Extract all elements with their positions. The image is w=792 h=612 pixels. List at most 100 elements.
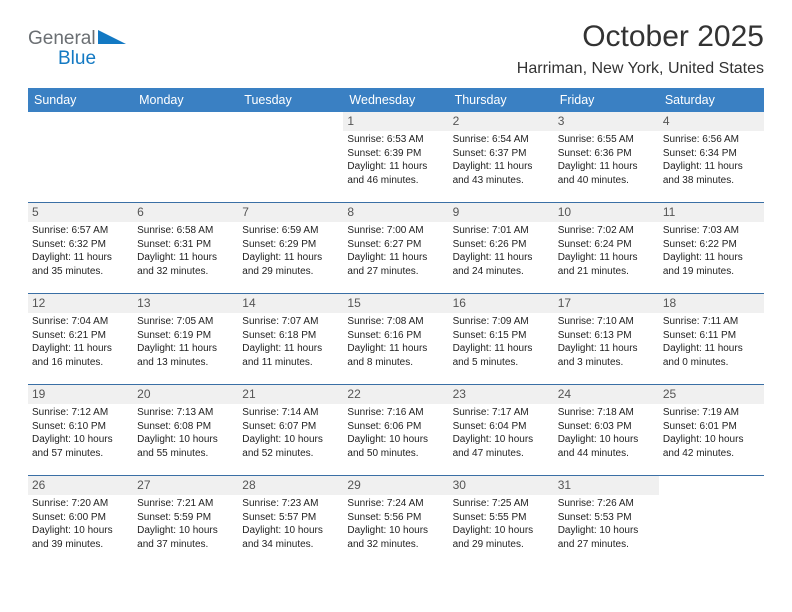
day-detail-line: Sunset: 6:08 PM bbox=[137, 421, 234, 434]
day-number: 24 bbox=[554, 385, 659, 404]
day-detail-line: and 46 minutes. bbox=[347, 175, 444, 188]
day-detail-line: Sunset: 6:06 PM bbox=[347, 421, 444, 434]
day-number: 2 bbox=[449, 112, 554, 131]
day-details: Sunrise: 7:02 AMSunset: 6:24 PMDaylight:… bbox=[558, 225, 655, 278]
calendar-day-cell: 3 Sunrise: 6:55 AMSunset: 6:36 PMDaylight… bbox=[554, 112, 659, 203]
calendar-day-cell: 29Sunrise: 7:24 AMSunset: 5:56 PMDayligh… bbox=[343, 476, 448, 566]
calendar-day-cell: 17Sunrise: 7:10 AMSunset: 6:13 PMDayligh… bbox=[554, 294, 659, 385]
day-detail-line: Daylight: 11 hours bbox=[347, 252, 444, 265]
day-details: Sunrise: 7:05 AMSunset: 6:19 PMDaylight:… bbox=[137, 316, 234, 369]
day-details: Sunrise: 7:08 AMSunset: 6:16 PMDaylight:… bbox=[347, 316, 444, 369]
calendar-page: General Blue October 2025 Harriman, New … bbox=[0, 0, 792, 612]
day-detail-line: Daylight: 10 hours bbox=[32, 434, 129, 447]
day-detail-line: Sunrise: 7:12 AM bbox=[32, 407, 129, 420]
day-detail-line: Daylight: 11 hours bbox=[663, 161, 760, 174]
day-detail-line: Daylight: 10 hours bbox=[558, 434, 655, 447]
day-number: 17 bbox=[554, 294, 659, 313]
day-detail-line: Sunset: 6:22 PM bbox=[663, 239, 760, 252]
day-detail-line: Sunset: 6:07 PM bbox=[242, 421, 339, 434]
calendar-day-cell: 30Sunrise: 7:25 AMSunset: 5:55 PMDayligh… bbox=[449, 476, 554, 566]
day-detail-line: Sunrise: 7:02 AM bbox=[558, 225, 655, 238]
day-number: 19 bbox=[28, 385, 133, 404]
day-detail-line: Sunrise: 7:07 AM bbox=[242, 316, 339, 329]
calendar-day-cell: 12Sunrise: 7:04 AMSunset: 6:21 PMDayligh… bbox=[28, 294, 133, 385]
day-detail-line: Sunrise: 6:59 AM bbox=[242, 225, 339, 238]
day-detail-line: and 5 minutes. bbox=[453, 357, 550, 370]
day-detail-line: Daylight: 10 hours bbox=[558, 525, 655, 538]
day-detail-line: Daylight: 10 hours bbox=[137, 434, 234, 447]
day-detail-line: Daylight: 11 hours bbox=[242, 252, 339, 265]
day-detail-line: Sunset: 6:27 PM bbox=[347, 239, 444, 252]
day-number: 25 bbox=[659, 385, 764, 404]
day-number bbox=[133, 112, 238, 131]
day-detail-line: and 44 minutes. bbox=[558, 448, 655, 461]
day-details: Sunrise: 6:59 AMSunset: 6:29 PMDaylight:… bbox=[242, 225, 339, 278]
day-detail-line: Sunrise: 6:54 AM bbox=[453, 134, 550, 147]
day-details: Sunrise: 7:21 AMSunset: 5:59 PMDaylight:… bbox=[137, 498, 234, 551]
day-detail-line: Daylight: 11 hours bbox=[453, 252, 550, 265]
calendar-header: SundayMondayTuesdayWednesdayThursdayFrid… bbox=[28, 88, 764, 112]
day-detail-line: Sunrise: 6:56 AM bbox=[663, 134, 760, 147]
calendar-week-row: 1 Sunrise: 6:53 AMSunset: 6:39 PMDaylight… bbox=[28, 112, 764, 203]
day-number: 1 bbox=[343, 112, 448, 131]
weekday-header: Friday bbox=[554, 88, 659, 112]
day-detail-line: and 39 minutes. bbox=[32, 539, 129, 552]
generalblue-logo-icon: General Blue bbox=[28, 26, 138, 70]
day-detail-line: Sunrise: 7:25 AM bbox=[453, 498, 550, 511]
day-detail-line: Sunrise: 6:58 AM bbox=[137, 225, 234, 238]
day-detail-line: Sunset: 6:16 PM bbox=[347, 330, 444, 343]
day-details: Sunrise: 7:25 AMSunset: 5:55 PMDaylight:… bbox=[453, 498, 550, 551]
calendar-day-cell bbox=[133, 112, 238, 203]
day-detail-line: Daylight: 10 hours bbox=[32, 525, 129, 538]
day-details: Sunrise: 6:58 AMSunset: 6:31 PMDaylight:… bbox=[137, 225, 234, 278]
location-text: Harriman, New York, United States bbox=[517, 60, 764, 78]
day-detail-line: and 38 minutes. bbox=[663, 175, 760, 188]
calendar-day-cell bbox=[659, 476, 764, 566]
day-detail-line: and 16 minutes. bbox=[32, 357, 129, 370]
day-detail-line: and 13 minutes. bbox=[137, 357, 234, 370]
day-details: Sunrise: 6:55 AMSunset: 6:36 PMDaylight:… bbox=[558, 134, 655, 187]
day-details: Sunrise: 6:53 AMSunset: 6:39 PMDaylight:… bbox=[347, 134, 444, 187]
calendar-day-cell: 21Sunrise: 7:14 AMSunset: 6:07 PMDayligh… bbox=[238, 385, 343, 476]
day-detail-line: and 50 minutes. bbox=[347, 448, 444, 461]
day-number: 8 bbox=[343, 203, 448, 222]
day-detail-line: Daylight: 11 hours bbox=[347, 161, 444, 174]
day-detail-line: and 24 minutes. bbox=[453, 266, 550, 279]
calendar-day-cell: 10Sunrise: 7:02 AMSunset: 6:24 PMDayligh… bbox=[554, 203, 659, 294]
day-number: 3 bbox=[554, 112, 659, 131]
day-number: 20 bbox=[133, 385, 238, 404]
weekday-header: Wednesday bbox=[343, 88, 448, 112]
day-details: Sunrise: 7:19 AMSunset: 6:01 PMDaylight:… bbox=[663, 407, 760, 460]
day-detail-line: Sunrise: 7:21 AM bbox=[137, 498, 234, 511]
calendar-day-cell: 25 Sunrise: 7:19 AMSunset: 6:01 PMDayligh… bbox=[659, 385, 764, 476]
day-detail-line: Sunset: 5:57 PM bbox=[242, 512, 339, 525]
day-detail-line: and 27 minutes. bbox=[558, 539, 655, 552]
day-detail-line: Daylight: 11 hours bbox=[137, 252, 234, 265]
day-detail-line: and 29 minutes. bbox=[242, 266, 339, 279]
day-details: Sunrise: 7:07 AMSunset: 6:18 PMDaylight:… bbox=[242, 316, 339, 369]
day-detail-line: Daylight: 10 hours bbox=[242, 525, 339, 538]
day-detail-line: and 37 minutes. bbox=[137, 539, 234, 552]
day-details: Sunrise: 6:56 AMSunset: 6:34 PMDaylight:… bbox=[663, 134, 760, 187]
day-detail-line: Sunrise: 7:17 AM bbox=[453, 407, 550, 420]
calendar-day-cell: 18Sunrise: 7:11 AMSunset: 6:11 PMDayligh… bbox=[659, 294, 764, 385]
day-number: 28 bbox=[238, 476, 343, 495]
brand-logo: General Blue bbox=[28, 18, 138, 70]
day-detail-line: Sunrise: 7:03 AM bbox=[663, 225, 760, 238]
calendar-day-cell: 20Sunrise: 7:13 AMSunset: 6:08 PMDayligh… bbox=[133, 385, 238, 476]
header-row: General Blue October 2025 Harriman, New … bbox=[28, 18, 764, 78]
day-detail-line: Daylight: 10 hours bbox=[453, 525, 550, 538]
day-details: Sunrise: 7:09 AMSunset: 6:15 PMDaylight:… bbox=[453, 316, 550, 369]
day-details: Sunrise: 7:11 AMSunset: 6:11 PMDaylight:… bbox=[663, 316, 760, 369]
day-detail-line: and 34 minutes. bbox=[242, 539, 339, 552]
day-detail-line: Sunrise: 7:16 AM bbox=[347, 407, 444, 420]
day-number: 16 bbox=[449, 294, 554, 313]
day-detail-line: Daylight: 10 hours bbox=[347, 525, 444, 538]
day-detail-line: Daylight: 11 hours bbox=[137, 343, 234, 356]
day-details: Sunrise: 7:26 AMSunset: 5:53 PMDaylight:… bbox=[558, 498, 655, 551]
calendar-day-cell: 14Sunrise: 7:07 AMSunset: 6:18 PMDayligh… bbox=[238, 294, 343, 385]
day-number: 6 bbox=[133, 203, 238, 222]
day-detail-line: Daylight: 11 hours bbox=[32, 343, 129, 356]
day-detail-line: Sunset: 6:04 PM bbox=[453, 421, 550, 434]
day-detail-line: Daylight: 10 hours bbox=[663, 434, 760, 447]
